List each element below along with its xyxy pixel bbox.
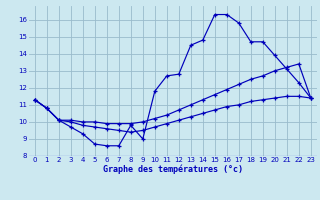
X-axis label: Graphe des températures (°c): Graphe des températures (°c)	[103, 165, 243, 174]
